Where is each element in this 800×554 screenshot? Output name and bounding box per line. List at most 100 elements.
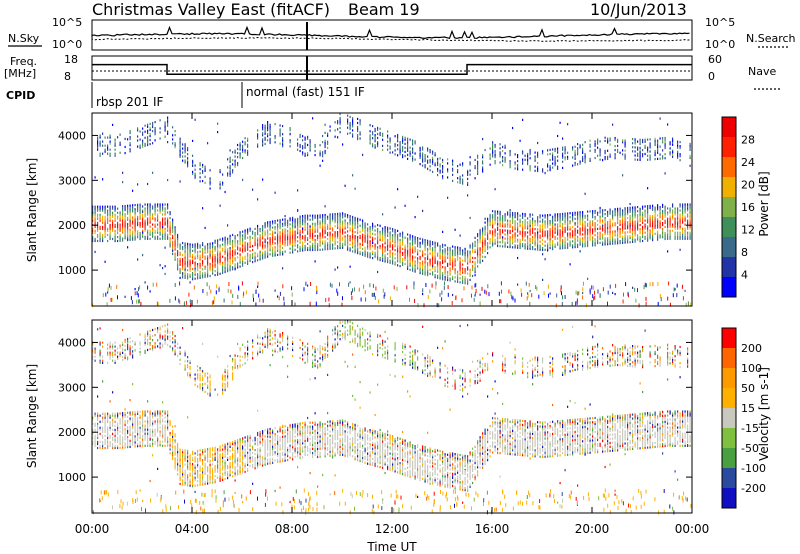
power-cell [337, 266, 339, 269]
power-cell [534, 165, 536, 168]
power-cell [159, 127, 161, 130]
power-cell [647, 211, 649, 214]
power-cell [584, 161, 586, 164]
power-cell [299, 233, 301, 236]
power-cell [614, 157, 616, 160]
power-cell [509, 239, 511, 243]
power-cell [187, 242, 189, 245]
power-cell [504, 217, 506, 220]
power-cell [255, 290, 257, 294]
power-cell [399, 145, 401, 148]
power-cell [684, 227, 686, 230]
power-cell [242, 293, 244, 298]
power-cell [294, 232, 296, 235]
power-cell [174, 236, 176, 239]
power-cell [624, 231, 626, 234]
power-cell [682, 207, 684, 210]
power-cell [434, 249, 436, 252]
power-cell [117, 207, 119, 210]
power-cell [649, 144, 651, 147]
power-cell [412, 157, 414, 160]
power-cell [614, 234, 616, 237]
power-cell [382, 134, 384, 137]
power-cell [112, 225, 114, 228]
power-cell [214, 255, 216, 259]
power-cell [269, 222, 271, 226]
power-cell [234, 155, 236, 158]
power-cell [138, 299, 140, 304]
power-cell [99, 227, 101, 230]
power-cell [498, 291, 500, 296]
power-cell [535, 285, 537, 290]
power-cell [437, 268, 439, 271]
power-cell [234, 251, 236, 254]
power-cell [324, 205, 326, 208]
power-cell [561, 301, 563, 306]
power-cell [482, 255, 484, 258]
power-cell [202, 256, 204, 259]
power-cell [354, 249, 356, 252]
power-cell [471, 293, 472, 298]
power-cell [334, 233, 336, 236]
power-y-ticklabel: 3000 [58, 174, 86, 187]
velocity-cell [94, 355, 96, 358]
power-cell [167, 124, 169, 127]
power-cell [489, 163, 491, 166]
power-cell [459, 246, 461, 250]
power-cell [314, 240, 316, 243]
noise-sky-trace [91, 25, 690, 40]
power-cell [94, 215, 96, 218]
power-cell [262, 298, 264, 303]
power-cell [227, 255, 229, 259]
power-cell [689, 164, 691, 167]
power-cell [674, 221, 676, 224]
power-cell [402, 239, 404, 242]
power-cell [521, 292, 523, 297]
power-cell [187, 246, 189, 250]
power-cell [202, 163, 204, 167]
power-cell [647, 154, 649, 157]
power-cell [629, 224, 631, 227]
power-cell [437, 252, 439, 255]
power-cell [377, 240, 379, 243]
power-cell [152, 215, 154, 218]
power-cell [632, 224, 634, 227]
power-cell [294, 236, 296, 239]
power-cell [279, 247, 281, 250]
power-cell [504, 225, 506, 228]
power-cell [269, 123, 271, 126]
power-cell [564, 242, 566, 245]
power-cell [337, 245, 339, 248]
power-cell [244, 243, 246, 246]
power-cell [638, 303, 640, 308]
power-cell [204, 273, 206, 276]
power-cell [309, 226, 311, 229]
power-cell [577, 245, 579, 248]
power-cell [574, 227, 576, 230]
power-cell [364, 240, 366, 243]
power-cell [597, 142, 599, 145]
power-cell [292, 251, 294, 254]
power-cell [542, 248, 544, 252]
power-cell [499, 231, 501, 234]
power-cell [624, 153, 626, 156]
power-cell [482, 138, 484, 141]
power-cell [609, 155, 611, 158]
power-cell [639, 224, 641, 227]
power-cell [464, 276, 466, 279]
power-cell [177, 235, 179, 239]
power-cell [597, 219, 599, 222]
power-cell [342, 238, 344, 241]
power-cell [307, 284, 309, 287]
power-cell [427, 253, 429, 256]
power-cell [364, 254, 366, 257]
power-cell [477, 249, 479, 252]
power-cell [672, 229, 674, 232]
power-cell [657, 230, 659, 233]
power-cell [272, 248, 274, 251]
power-cell [237, 242, 239, 245]
power-cell [614, 155, 616, 158]
power-cell [429, 272, 431, 275]
power-cell [512, 222, 514, 225]
power-cell [629, 222, 631, 226]
